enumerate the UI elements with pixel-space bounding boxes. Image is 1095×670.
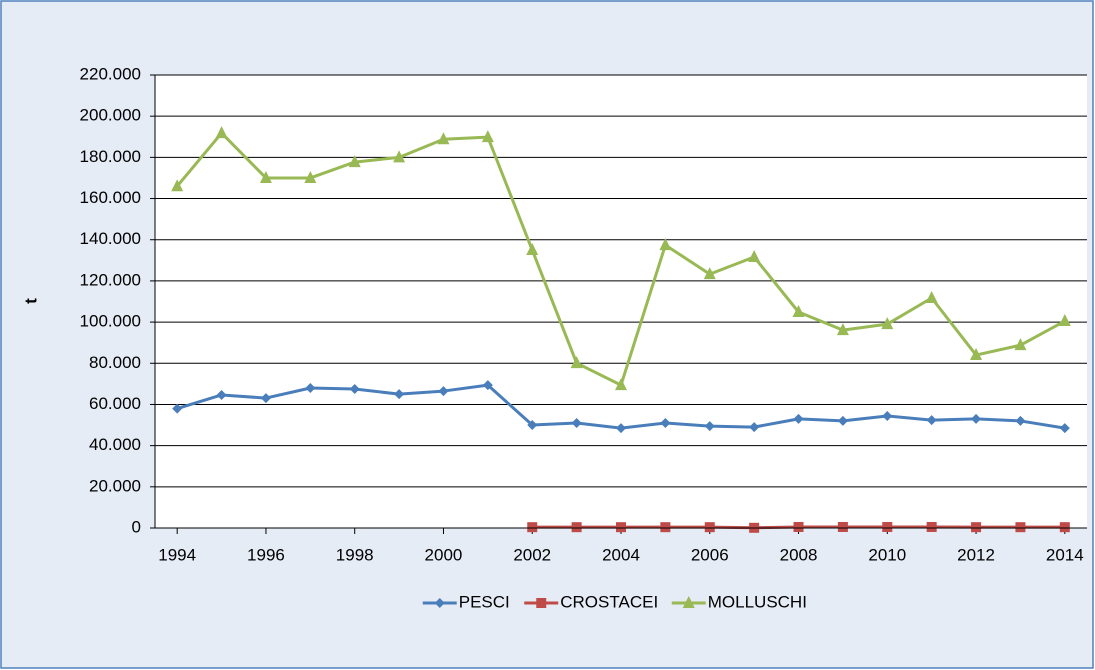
marker — [616, 522, 626, 533]
y-tick-label: 160.000 — [80, 188, 141, 207]
marker — [571, 522, 582, 533]
x-tick-label: 1996 — [247, 545, 285, 564]
marker — [1058, 314, 1071, 327]
marker — [393, 150, 406, 163]
marker — [259, 170, 272, 183]
marker — [926, 521, 937, 532]
marker — [1059, 423, 1070, 434]
marker — [704, 421, 715, 432]
marker — [260, 393, 271, 404]
marker — [1059, 522, 1070, 533]
marker — [882, 521, 893, 532]
marker — [703, 267, 716, 280]
x-tick-label: 2004 — [602, 545, 640, 564]
marker — [348, 155, 361, 168]
marker — [172, 403, 183, 414]
y-tick-label: 20.000 — [89, 476, 141, 495]
marker — [682, 596, 695, 608]
marker — [971, 413, 982, 424]
x-tick-label: 2012 — [957, 545, 995, 564]
marker — [970, 348, 983, 361]
x-tick-label: 2000 — [425, 545, 463, 564]
x-tick-label: 2008 — [780, 545, 818, 564]
legend-label: CROSTACEI — [560, 592, 658, 611]
marker — [1014, 338, 1027, 351]
x-tick-label: 2006 — [691, 545, 729, 564]
marker — [216, 389, 227, 400]
y-tick-label: 40.000 — [89, 435, 141, 454]
marker — [482, 380, 493, 391]
x-tick-label: 2002 — [513, 545, 551, 564]
marker — [837, 415, 848, 426]
y-tick-label: 0 — [132, 517, 141, 536]
marker — [536, 598, 547, 608]
x-tick-label: 1994 — [158, 545, 196, 564]
marker — [215, 126, 228, 139]
x-tick-label: 1998 — [336, 545, 374, 564]
marker — [837, 521, 848, 532]
marker — [570, 356, 583, 369]
marker — [793, 521, 804, 532]
x-tick-label: 2014 — [1046, 545, 1084, 564]
legend-label: PESCI — [459, 592, 510, 611]
y-tick-label: 80.000 — [89, 353, 141, 372]
marker — [1015, 522, 1026, 533]
marker — [526, 243, 539, 256]
y-tick-label: 200.000 — [80, 106, 141, 125]
y-tick-label: 220.000 — [80, 64, 141, 83]
marker — [434, 598, 445, 608]
marker — [836, 323, 849, 336]
marker — [438, 386, 449, 397]
y-tick-label: 180.000 — [80, 147, 141, 166]
marker — [527, 522, 538, 533]
marker — [437, 132, 450, 145]
marker — [792, 305, 805, 318]
marker — [527, 420, 538, 431]
marker — [926, 415, 937, 426]
marker — [659, 238, 672, 251]
marker — [1015, 415, 1026, 426]
marker — [616, 423, 626, 434]
marker — [881, 317, 894, 330]
plot-area — [155, 75, 1087, 528]
marker — [704, 522, 715, 533]
marker — [349, 384, 360, 395]
marker — [660, 522, 671, 533]
y-tick-label: 120.000 — [80, 270, 141, 289]
marker — [971, 522, 982, 533]
marker — [660, 417, 671, 428]
marker — [749, 422, 760, 433]
y-tick-label: 140.000 — [80, 229, 141, 248]
marker — [882, 410, 893, 421]
marker — [615, 378, 627, 391]
marker — [304, 170, 317, 183]
x-tick-label: 2010 — [868, 545, 906, 564]
marker — [394, 389, 405, 400]
legend-label: MOLLUSCHI — [708, 592, 807, 611]
marker — [748, 250, 761, 263]
y-tick-label: 100.000 — [80, 312, 141, 331]
y-axis-label: t — [21, 298, 40, 304]
marker — [305, 382, 316, 393]
y-tick-label: 60.000 — [89, 394, 141, 413]
marker — [793, 413, 804, 424]
marker — [481, 130, 494, 143]
marker — [571, 417, 582, 428]
marker — [171, 179, 184, 192]
marker — [925, 290, 938, 303]
